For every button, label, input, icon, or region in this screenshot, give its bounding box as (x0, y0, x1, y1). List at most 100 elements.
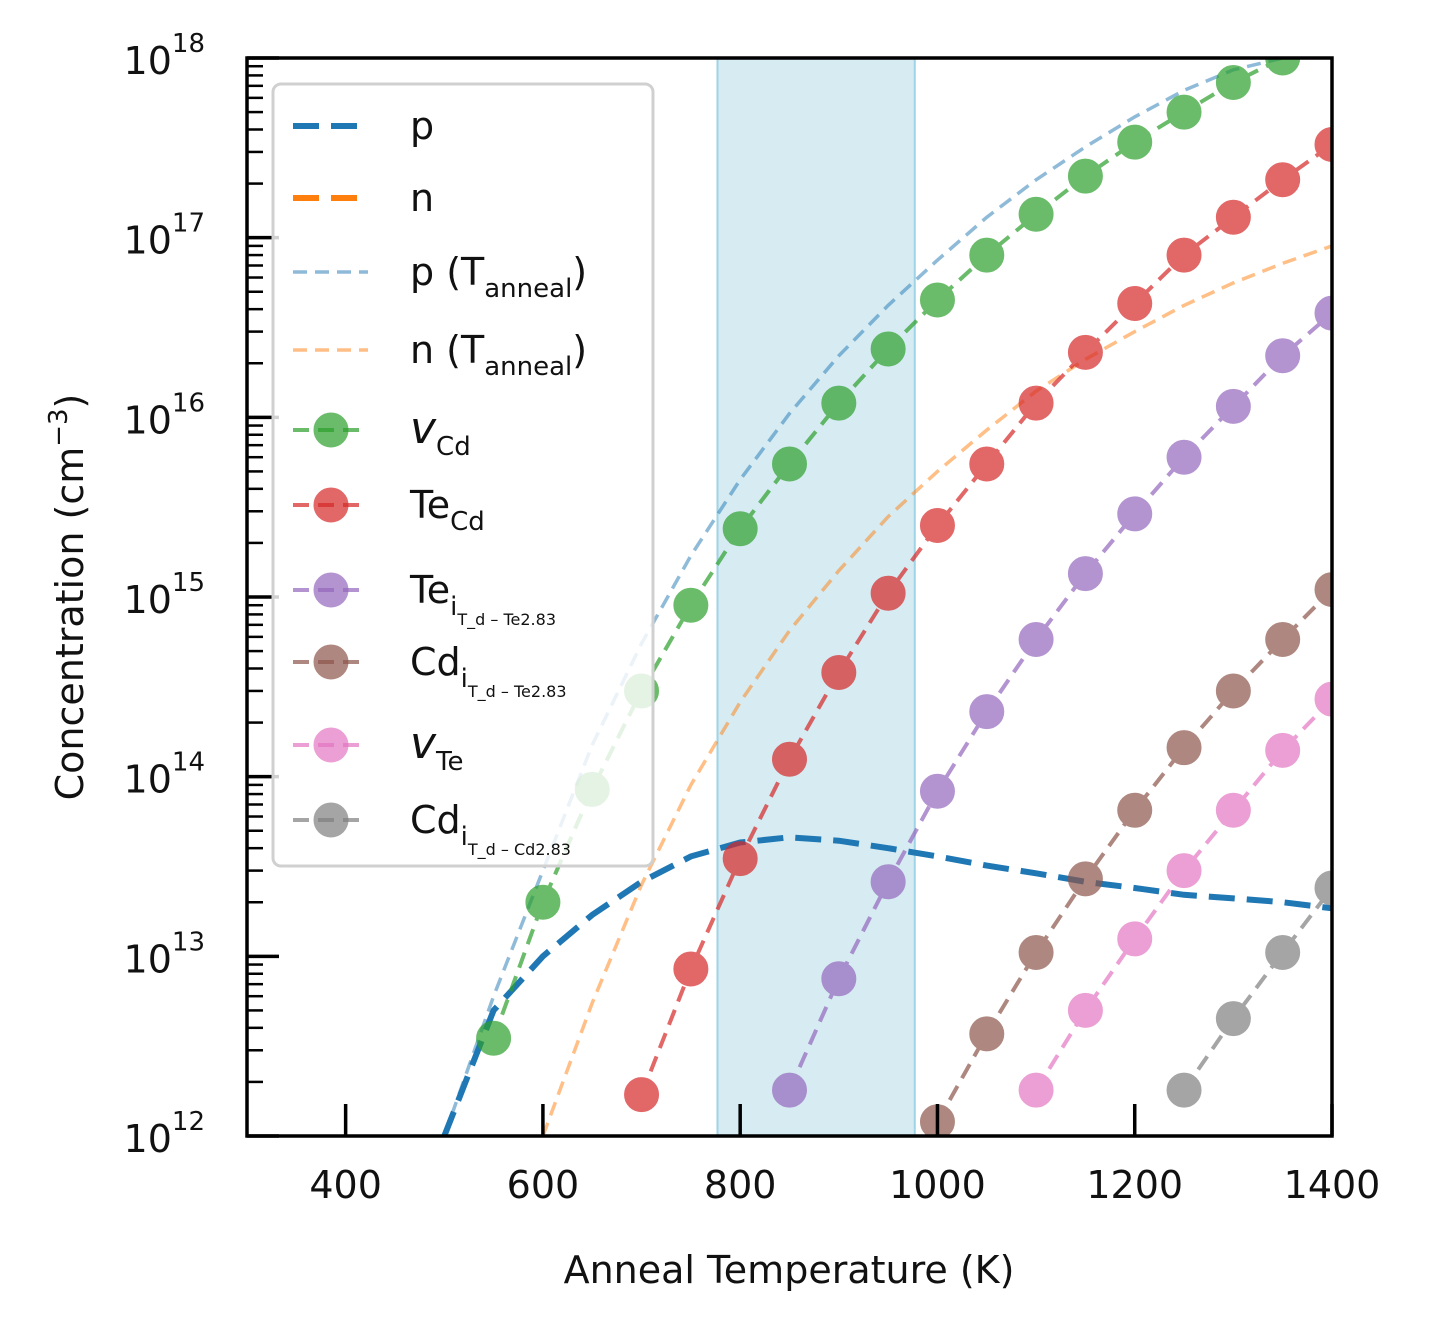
data-point-vcd (969, 237, 1005, 273)
data-point-vte (1215, 792, 1251, 828)
data-point-vcd (772, 446, 807, 482)
data-point-vcd (1117, 124, 1153, 160)
data-point-vcd (821, 385, 857, 421)
data-point-tei (1166, 439, 1202, 475)
legend-label: p (410, 104, 434, 148)
legend-label: n (Tanneal) (410, 328, 587, 382)
data-point-cdi-cd2-83 (1215, 1001, 1251, 1037)
data-point-tecd (1215, 199, 1251, 235)
y-tick-label: 1018 (124, 29, 205, 83)
data-point-vte (1067, 992, 1103, 1028)
data-point-vcd (476, 1020, 512, 1056)
data-point-tecd (1018, 385, 1054, 421)
legend-entry-n: n (293, 176, 434, 220)
data-point-vcd (1067, 158, 1103, 194)
legend-entry-cdi-te2-83: CdiT_d – Te2.83 (293, 640, 567, 702)
data-point-cdi-te2-83 (1215, 673, 1251, 709)
data-point-tei (1265, 338, 1301, 374)
data-point-tei (1314, 295, 1332, 331)
data-point-vte (1018, 1072, 1054, 1108)
data-point-vte (1314, 681, 1332, 717)
data-point-cdi-cd2-83 (1166, 1072, 1202, 1108)
series-line-p (441, 834, 1332, 1136)
series-n-tanneal (541, 244, 1332, 1136)
legend-label: TeiT_d – Te2.83 (409, 568, 556, 630)
data-point-tei (1215, 388, 1251, 424)
series-line-cdi-te2-83 (935, 588, 1332, 1123)
legend-entry-tei: TeiT_d – Te2.83 (293, 568, 556, 630)
legend-box (271, 82, 655, 868)
x-tick-label: 1400 (1284, 1163, 1381, 1207)
data-point-tecd (969, 446, 1005, 482)
y-tick-label: 1014 (124, 748, 205, 802)
data-point-cdi-te2-83 (969, 1016, 1005, 1052)
data-point-vte (1117, 921, 1153, 957)
data-point-cdi-te2-83 (1067, 861, 1103, 897)
data-point-tei (772, 1072, 807, 1108)
legend-entry-vcd: vCd (293, 403, 471, 462)
data-point-cdi-te2-83 (1018, 935, 1054, 971)
data-point-tecd (1166, 237, 1202, 273)
x-tick-label: 1200 (1086, 1163, 1183, 1207)
legend-marker-swatch (313, 802, 349, 838)
data-point-tei (1067, 556, 1103, 592)
data-point-vcd (673, 587, 709, 623)
data-point-tecd (673, 951, 709, 987)
data-point-tei (1117, 496, 1153, 532)
data-point-vcd (870, 331, 906, 367)
data-point-tei (1018, 622, 1054, 658)
legend-label: vTe (410, 718, 464, 777)
data-point-tecd (1067, 334, 1103, 370)
series-tecd (624, 127, 1332, 1113)
legend-entry-p: p (293, 104, 434, 148)
data-point-vcd (1018, 196, 1054, 232)
series-line-n-tanneal (541, 244, 1332, 1136)
data-point-cdi-te2-83 (1314, 572, 1332, 608)
data-point-tei (969, 694, 1005, 730)
legend-marker-swatch (313, 644, 349, 680)
y-axis-label: Concentration (cm−3) (44, 394, 92, 801)
series-tei (772, 295, 1332, 1108)
legend-entry-p-tanneal: p (Tanneal) (293, 250, 587, 304)
series-p-tanneal (442, 58, 1284, 1136)
data-point-vte (1166, 853, 1202, 889)
data-point-cdi-cd2-83 (1314, 870, 1332, 906)
data-point-tei (919, 773, 955, 809)
series-line-p-tanneal (442, 58, 1284, 1136)
legend-entry-tecd: TeCd (293, 483, 485, 537)
data-point-vcd (722, 511, 758, 547)
y-tick-label: 1016 (124, 388, 205, 442)
y-tick-label: 1012 (124, 1107, 205, 1161)
plot-frame (245, 56, 1334, 1138)
x-tick-label: 600 (507, 1163, 580, 1207)
data-point-tecd (821, 654, 857, 690)
x-axis-label: Anneal Temperature (K) (564, 1248, 1015, 1292)
data-point-vcd (525, 884, 561, 920)
data-point-cdi-te2-83 (1265, 622, 1301, 658)
legend-label: n (410, 176, 434, 220)
series-line-cdi-cd2-83 (1182, 886, 1332, 1092)
data-point-tei (870, 864, 906, 900)
data-point-tecd (919, 508, 955, 544)
series-line-tecd (639, 142, 1332, 1096)
data-point-cdi-cd2-83 (1265, 935, 1301, 971)
legend-marker-swatch (313, 487, 349, 523)
data-point-tecd (624, 1077, 660, 1113)
data-point-vcd (1215, 65, 1251, 101)
series-vcd (476, 58, 1301, 1056)
legend-marker-swatch (313, 412, 349, 448)
legend-entry-cdi-cd2-83: CdiT_d – Cd2.83 (293, 798, 571, 860)
legend-label: p (Tanneal) (410, 250, 587, 304)
legend-label: vCd (410, 403, 471, 462)
data-point-vcd (919, 282, 955, 318)
legend-label: CdiT_d – Cd2.83 (410, 798, 571, 860)
data-point-tei (821, 961, 857, 997)
data-point-tecd (1314, 127, 1332, 163)
legend-label: TeCd (409, 483, 485, 537)
data-point-tecd (870, 575, 906, 611)
y-tick-label: 1017 (124, 209, 205, 263)
series-p (441, 834, 1332, 1136)
data-point-tecd (722, 841, 758, 877)
data-point-vcd (1265, 58, 1301, 76)
legend-label: CdiT_d – Te2.83 (410, 640, 567, 702)
